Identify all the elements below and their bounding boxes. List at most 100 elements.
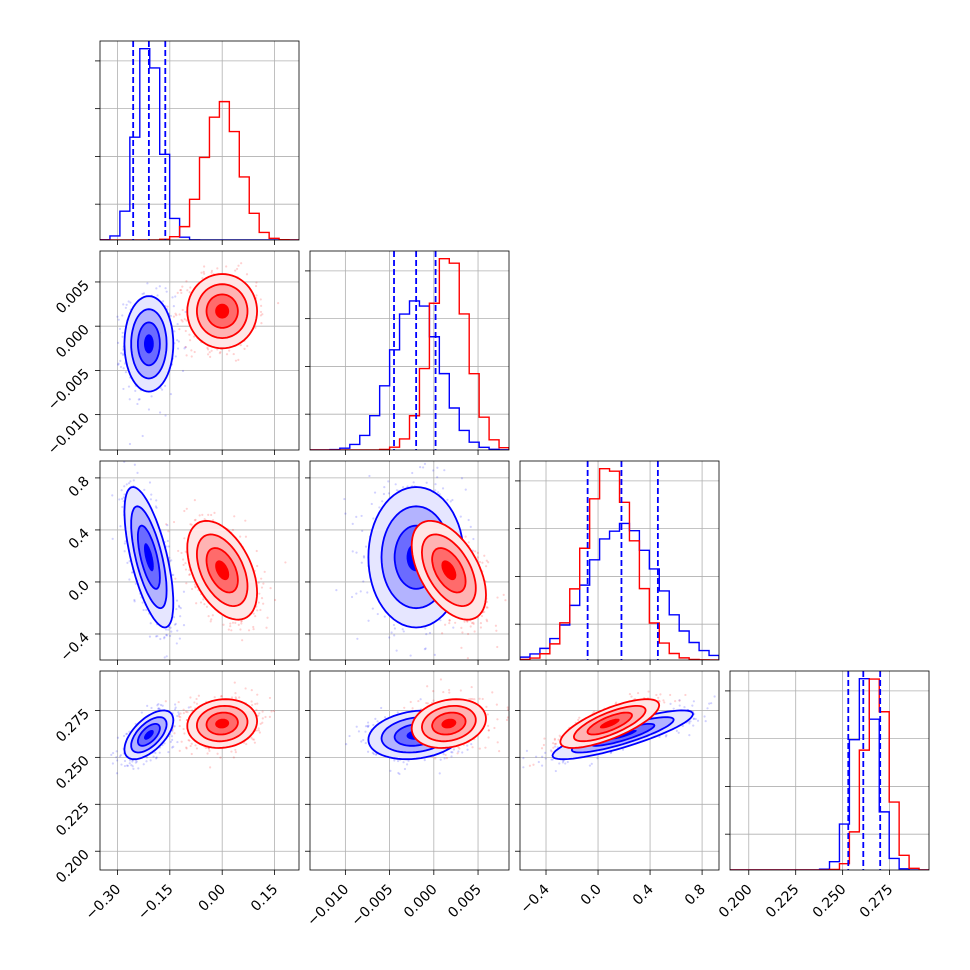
panel-frame bbox=[309, 250, 510, 451]
sample-point bbox=[128, 560, 131, 563]
sample-point bbox=[124, 371, 128, 374]
sample-point bbox=[175, 642, 178, 645]
sample-point bbox=[116, 759, 119, 762]
sample-point bbox=[436, 665, 438, 667]
sample-point bbox=[159, 637, 162, 641]
sample-point bbox=[360, 561, 363, 564]
sample-point bbox=[485, 606, 488, 609]
sample-point bbox=[117, 318, 120, 321]
sample-point bbox=[260, 304, 263, 307]
sample-point bbox=[247, 629, 251, 632]
sample-point bbox=[173, 623, 177, 626]
sample-point bbox=[171, 730, 174, 733]
sample-point bbox=[149, 759, 152, 762]
sample-point bbox=[229, 625, 232, 628]
sample-point bbox=[254, 702, 257, 706]
sample-point bbox=[134, 389, 137, 392]
sample-point bbox=[419, 466, 422, 469]
sample-point bbox=[188, 291, 191, 294]
sample-point bbox=[165, 290, 168, 293]
sample-point bbox=[148, 635, 152, 638]
sample-point bbox=[176, 740, 179, 744]
sample-point bbox=[234, 269, 237, 272]
sample-point bbox=[188, 739, 191, 742]
sample-point bbox=[469, 525, 472, 529]
sample-point bbox=[466, 632, 470, 636]
sample-point bbox=[111, 762, 115, 765]
panel-frame bbox=[729, 670, 930, 871]
sample-point bbox=[174, 622, 177, 625]
sample-point bbox=[254, 284, 258, 288]
sample-point bbox=[131, 760, 134, 763]
sample-point bbox=[165, 633, 168, 637]
sample-point bbox=[207, 513, 210, 516]
sample-point bbox=[185, 507, 188, 510]
sample-point bbox=[169, 740, 172, 743]
sample-point bbox=[190, 523, 193, 526]
sample-point bbox=[177, 604, 181, 607]
sample-point bbox=[145, 756, 148, 759]
sample-point bbox=[194, 585, 197, 588]
sample-point bbox=[234, 621, 237, 624]
sample-point bbox=[172, 616, 176, 619]
histogram-blue bbox=[730, 677, 929, 870]
histogram-red bbox=[520, 467, 719, 660]
sample-point bbox=[486, 606, 489, 609]
sample-point bbox=[448, 619, 451, 622]
sample-point bbox=[167, 628, 170, 631]
sample-point bbox=[169, 626, 172, 629]
sample-point bbox=[261, 721, 264, 724]
histogram-red bbox=[730, 678, 929, 870]
sample-point bbox=[133, 600, 136, 603]
sample-point bbox=[177, 713, 181, 716]
sample-point bbox=[111, 537, 114, 540]
sample-point bbox=[372, 517, 375, 520]
sample-point bbox=[461, 631, 464, 634]
sample-point bbox=[466, 657, 469, 660]
sample-point bbox=[254, 326, 257, 329]
sample-point bbox=[159, 703, 163, 707]
sample-point bbox=[162, 300, 165, 303]
sample-point bbox=[469, 625, 472, 628]
contour-blue bbox=[144, 543, 154, 572]
sample-point bbox=[122, 734, 126, 738]
sample-point bbox=[479, 626, 483, 629]
sample-point bbox=[185, 354, 188, 357]
sample-point bbox=[234, 751, 237, 754]
sample-point bbox=[180, 740, 183, 743]
sample-point bbox=[206, 752, 209, 755]
sample-point bbox=[237, 264, 240, 267]
contour-blue bbox=[137, 321, 161, 367]
sample-point bbox=[190, 752, 193, 756]
sample-point bbox=[155, 506, 158, 509]
sample-point bbox=[250, 246, 252, 248]
sample-point bbox=[200, 271, 203, 274]
sample-point bbox=[125, 764, 129, 767]
sample-point bbox=[485, 618, 488, 621]
sample-point bbox=[138, 398, 141, 401]
sample-point bbox=[178, 328, 181, 331]
sample-point bbox=[171, 296, 174, 299]
sample-point bbox=[421, 466, 425, 469]
sample-point bbox=[231, 528, 235, 532]
sample-point bbox=[360, 514, 363, 518]
sample-point bbox=[234, 359, 238, 362]
sample-point bbox=[175, 599, 179, 602]
sample-point bbox=[424, 627, 427, 630]
sample-point bbox=[237, 623, 240, 626]
sample-point bbox=[393, 627, 397, 630]
sample-point bbox=[191, 709, 194, 712]
sample-point bbox=[189, 523, 192, 526]
sample-point bbox=[190, 587, 194, 591]
sample-point bbox=[401, 486, 405, 489]
sample-point bbox=[175, 314, 178, 317]
sample-point bbox=[467, 518, 470, 522]
sample-point bbox=[134, 582, 137, 585]
panel-2-0 bbox=[100, 461, 299, 660]
sample-point bbox=[412, 481, 415, 484]
sample-point bbox=[496, 645, 499, 649]
contour-red bbox=[205, 547, 239, 594]
sample-point bbox=[154, 751, 157, 755]
sample-point bbox=[190, 349, 193, 352]
sample-point bbox=[211, 519, 215, 522]
